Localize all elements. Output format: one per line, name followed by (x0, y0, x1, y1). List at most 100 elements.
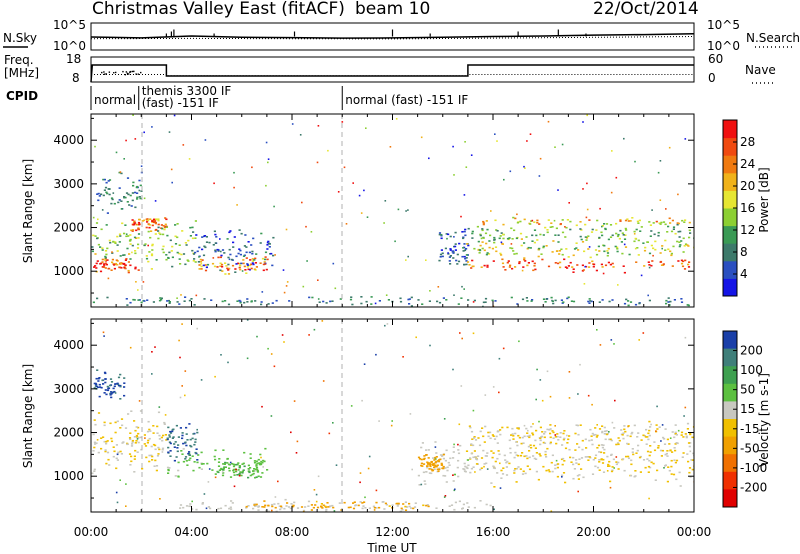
data-cell (530, 425, 533, 428)
data-cell (418, 458, 422, 460)
data-cell (368, 507, 371, 509)
data-cell (479, 244, 482, 247)
data-cell (607, 238, 610, 241)
data-cell (514, 217, 517, 220)
data-cell (508, 237, 511, 239)
data-cell (686, 428, 689, 430)
data-cell (148, 226, 151, 229)
data-cell (481, 247, 484, 250)
data-cell (672, 473, 676, 476)
freq-scatter-point (137, 73, 139, 75)
data-cell (134, 206, 137, 209)
data-cell (463, 468, 466, 471)
data-cell (482, 301, 485, 304)
y-tick-label: 2000 (53, 426, 84, 440)
data-cell (541, 431, 544, 433)
data-cell (539, 437, 542, 440)
data-cell (395, 502, 398, 505)
data-cell (496, 430, 500, 432)
data-cell-sparse (554, 425, 556, 427)
data-cell (140, 448, 143, 451)
data-cell (422, 471, 425, 474)
data-cell (97, 380, 100, 382)
data-cell (375, 507, 378, 509)
data-cell (650, 244, 653, 247)
data-cell (596, 447, 599, 449)
noise-left-tick-top: 10^5 (53, 18, 86, 32)
y-tick-label: 3000 (53, 382, 84, 396)
data-cell (463, 230, 466, 233)
data-cell-sparse (125, 483, 127, 485)
data-cell-sparse (405, 259, 407, 261)
data-cell (469, 458, 472, 460)
data-cell (654, 248, 657, 251)
data-cell (121, 222, 124, 225)
data-cell (93, 441, 96, 444)
freq-scatter-point (125, 71, 128, 73)
data-cell (107, 387, 111, 389)
data-cell (666, 438, 669, 441)
data-cell (669, 222, 672, 224)
data-cell-sparse (138, 189, 141, 192)
data-cell-sparse (364, 496, 366, 499)
data-cell-sparse (550, 510, 553, 512)
data-cell (196, 461, 199, 464)
data-cell (664, 428, 667, 430)
data-cell (228, 507, 231, 510)
noise-right-tick-top: 10^5 (707, 18, 740, 32)
data-cell (202, 264, 205, 267)
data-cell (521, 473, 525, 475)
data-cell (588, 219, 591, 221)
data-cell (554, 436, 557, 438)
data-cell-sparse (299, 134, 302, 136)
data-cell (482, 435, 485, 438)
data-cell (259, 476, 263, 478)
data-cell (250, 300, 253, 302)
data-cell (178, 252, 181, 255)
data-cell (598, 459, 601, 461)
data-cell (116, 250, 119, 252)
data-cell (432, 464, 435, 466)
data-cell (435, 465, 438, 468)
data-cell-sparse (129, 346, 132, 349)
data-cell (572, 456, 575, 459)
data-cell-sparse (184, 394, 186, 397)
data-cell (119, 398, 122, 400)
data-cell (634, 470, 637, 472)
data-cell (204, 264, 207, 266)
data-cell (590, 435, 593, 437)
data-cell-sparse (140, 165, 143, 167)
data-cell (173, 443, 176, 445)
data-cell (226, 462, 229, 464)
data-cell-sparse (623, 137, 625, 140)
data-cell (672, 226, 676, 228)
data-cell (546, 229, 549, 231)
data-cell (598, 236, 601, 239)
data-cell (514, 468, 517, 470)
data-cell (128, 204, 131, 206)
data-cell-sparse (407, 255, 409, 258)
data-cell (180, 253, 183, 256)
data-cell (154, 459, 157, 462)
data-cell (107, 458, 110, 461)
data-cell-sparse (114, 392, 117, 394)
data-cell-sparse (161, 451, 164, 453)
nave-tick-top: 60 (708, 52, 723, 66)
data-cell (624, 234, 627, 236)
data-cell (469, 471, 472, 474)
data-cell (137, 237, 140, 239)
data-cell (246, 298, 249, 300)
data-cell (232, 469, 235, 472)
data-cell (465, 257, 468, 259)
data-cell (120, 172, 123, 175)
data-cell-sparse (154, 346, 156, 348)
data-cell (600, 451, 603, 454)
data-cell (431, 469, 434, 472)
data-cell (94, 265, 97, 267)
data-cell (687, 442, 691, 444)
data-cell (421, 303, 424, 305)
data-cell (189, 457, 192, 460)
data-cell (134, 267, 137, 270)
data-cell-sparse (453, 236, 455, 238)
data-cell (150, 254, 154, 257)
